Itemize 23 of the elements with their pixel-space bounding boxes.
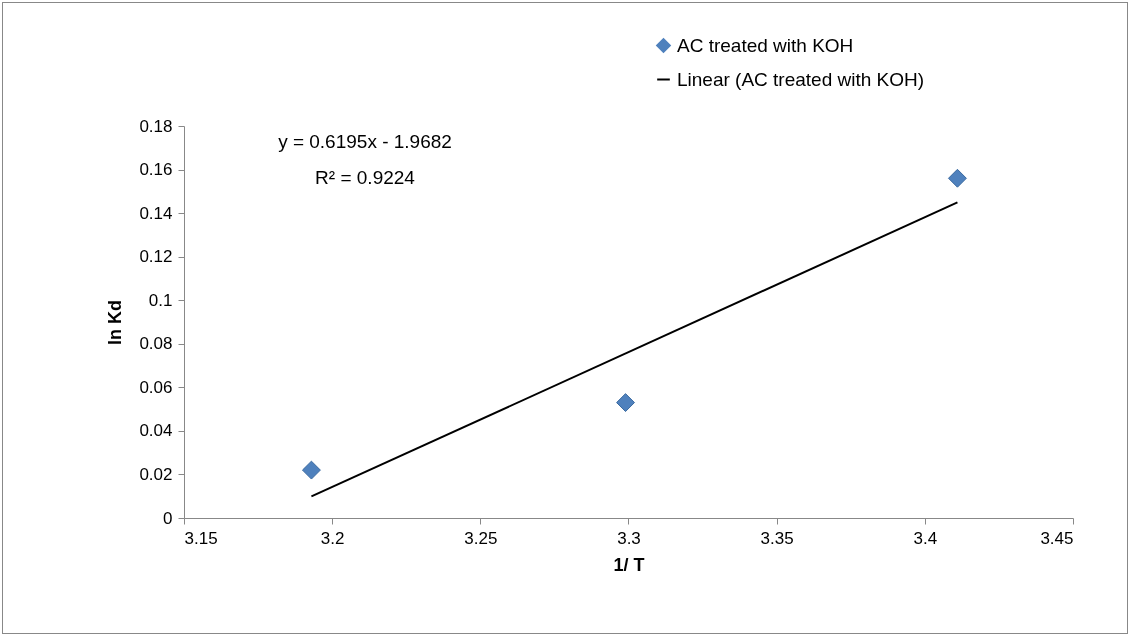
- y-tick-label: 0.04: [139, 421, 173, 441]
- x-tick-label: 3.2: [320, 528, 345, 548]
- y-tick-label: 0.16: [139, 160, 173, 180]
- y-tick-label: 0.08: [139, 334, 173, 354]
- legend-label: AC treated with KOH: [677, 34, 854, 56]
- x-tick-label: 3.15: [184, 528, 218, 548]
- x-tick-label: 3.3: [617, 528, 641, 548]
- y-tick-label: 0.06: [139, 377, 173, 397]
- x-axis-title: 1/ T: [613, 554, 645, 575]
- annotation: R² = 0.9224: [315, 167, 416, 188]
- x-tick-label: 3.45: [1040, 528, 1074, 548]
- y-tick-label: 0.18: [139, 116, 173, 136]
- annotation: y = 0.6195x - 1.9682: [278, 131, 452, 152]
- y-tick-label: 0.12: [139, 247, 173, 267]
- y-tick-label: 0.14: [139, 203, 173, 223]
- x-tick-label: 3.25: [464, 528, 498, 548]
- y-tick-label: 0.02: [139, 464, 173, 484]
- y-axis-title: ln Kd: [105, 300, 126, 345]
- legend-label: Linear (AC treated with KOH): [677, 68, 925, 90]
- x-tick-label: 3.4: [913, 528, 938, 548]
- y-tick-label: 0: [163, 508, 173, 528]
- x-tick-label: 3.35: [760, 528, 794, 548]
- y-tick-label: 0.1: [148, 290, 173, 310]
